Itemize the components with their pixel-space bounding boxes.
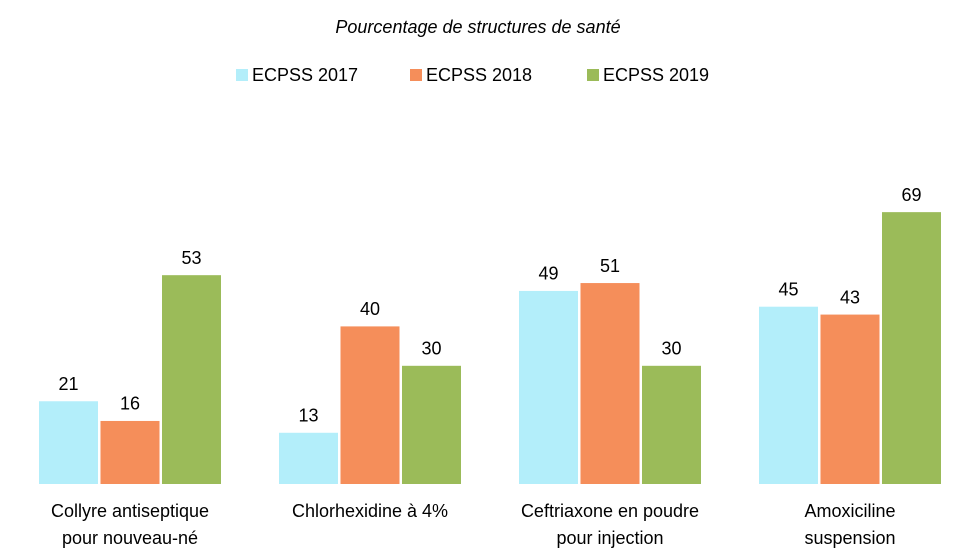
bar bbox=[759, 306, 818, 484]
data-label: 69 bbox=[901, 185, 921, 205]
data-label: 51 bbox=[600, 256, 620, 276]
legend-swatch bbox=[236, 69, 248, 81]
legend-swatch bbox=[410, 69, 422, 81]
data-label: 30 bbox=[421, 339, 441, 359]
bar bbox=[519, 290, 578, 484]
bar bbox=[642, 365, 701, 484]
data-label: 16 bbox=[120, 394, 140, 414]
data-label: 43 bbox=[840, 287, 860, 307]
x-tick-label: Amoxiciline suspension bbox=[804, 501, 895, 548]
data-label: 30 bbox=[661, 339, 681, 359]
bar bbox=[820, 314, 880, 484]
data-label: 13 bbox=[298, 406, 318, 426]
bar bbox=[882, 212, 941, 484]
x-tick-label: Collyre antiseptique pour nouveau-né bbox=[51, 501, 209, 548]
bar bbox=[340, 326, 400, 484]
bar bbox=[402, 365, 461, 484]
data-label: 53 bbox=[181, 248, 201, 268]
bar bbox=[162, 275, 221, 484]
legend-label: ECPSS 2017 bbox=[252, 65, 358, 85]
bar bbox=[100, 420, 160, 484]
bar bbox=[279, 432, 338, 484]
data-label: 21 bbox=[58, 374, 78, 394]
x-tick-label: Ceftriaxone en poudre pour injection bbox=[521, 501, 699, 548]
bar bbox=[39, 401, 98, 484]
legend-label: ECPSS 2018 bbox=[426, 65, 532, 85]
data-label: 45 bbox=[778, 279, 798, 299]
legend-label: ECPSS 2019 bbox=[603, 65, 709, 85]
data-label: 49 bbox=[538, 264, 558, 284]
bar bbox=[580, 283, 640, 484]
x-tick-label: Chlorhexidine à 4% bbox=[292, 501, 448, 521]
legend-swatch bbox=[587, 69, 599, 81]
data-label: 40 bbox=[360, 299, 380, 319]
chart-title: Pourcentage de structures de santé bbox=[335, 17, 620, 37]
